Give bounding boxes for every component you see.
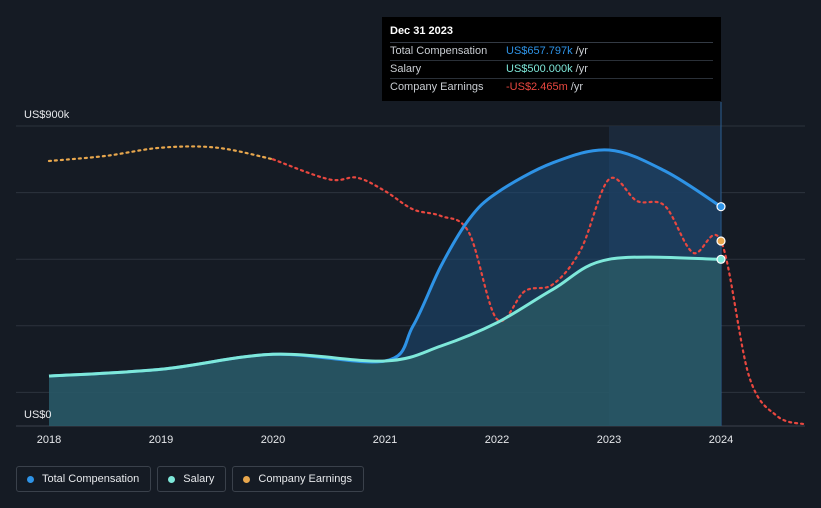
legend-label: Salary <box>183 473 215 485</box>
x-tick-label: 2020 <box>261 434 285 446</box>
legend-item-total-compensation[interactable]: Total Compensation <box>16 466 152 492</box>
tooltip: Dec 31 2023 Total Compensation US$657.79… <box>382 17 721 101</box>
tooltip-label: Salary <box>390 63 422 75</box>
axis-layer: US$900k US$0 2018 2019 2020 2021 2022 2023 202… <box>24 109 733 446</box>
tooltip-value: US$500.000k <box>506 63 573 75</box>
x-tick-label: 2023 <box>597 434 621 446</box>
total-compensation-marker <box>716 202 726 212</box>
legend-label: Total Compensation <box>42 473 140 485</box>
tooltip-value: -US$2.465m <box>506 81 568 93</box>
company-earnings-line-negative <box>271 158 807 426</box>
legend-dot-icon <box>243 475 251 483</box>
company-earnings-line-positive <box>47 145 275 163</box>
x-tick-label: 2021 <box>373 434 397 446</box>
x-tick-label: 2024 <box>709 434 733 446</box>
series-layer <box>47 145 807 426</box>
company-earnings-marker <box>716 236 726 246</box>
salary-line <box>48 255 722 378</box>
tooltip-label: Total Compensation <box>390 45 488 57</box>
salary-area <box>49 257 721 426</box>
tooltip-row-total-compensation: Total Compensation US$657.797k /yr <box>390 43 713 61</box>
x-tick-label: 2022 <box>485 434 509 446</box>
tooltip-unit: /yr <box>575 63 588 75</box>
x-tick-label: 2018 <box>37 434 61 446</box>
tooltip-row-salary: Salary US$500.000k /yr <box>390 61 713 79</box>
tooltip-unit: /yr <box>570 81 583 93</box>
salary-marker <box>716 254 726 264</box>
marker-layer <box>716 202 726 264</box>
tooltip-unit: /yr <box>575 45 588 57</box>
tooltip-row-company-earnings: Company Earnings -US$2.465m /yr <box>390 79 713 96</box>
tooltip-value: US$657.797k <box>506 45 573 57</box>
legend: Total Compensation Salary Company Earnin… <box>16 466 364 492</box>
legend-item-company-earnings[interactable]: Company Earnings <box>232 466 364 492</box>
tooltip-date: Dec 31 2023 <box>390 24 713 43</box>
y-axis-max-label: US$900k <box>24 109 70 121</box>
tooltip-label: Company Earnings <box>390 81 484 93</box>
x-tick-label: 2019 <box>149 434 173 446</box>
y-axis-min-label: US$0 <box>24 409 52 421</box>
legend-item-salary[interactable]: Salary <box>157 466 227 492</box>
legend-dot-icon <box>27 475 34 483</box>
legend-label: Company Earnings <box>258 473 352 485</box>
legend-dot-icon <box>168 475 176 483</box>
